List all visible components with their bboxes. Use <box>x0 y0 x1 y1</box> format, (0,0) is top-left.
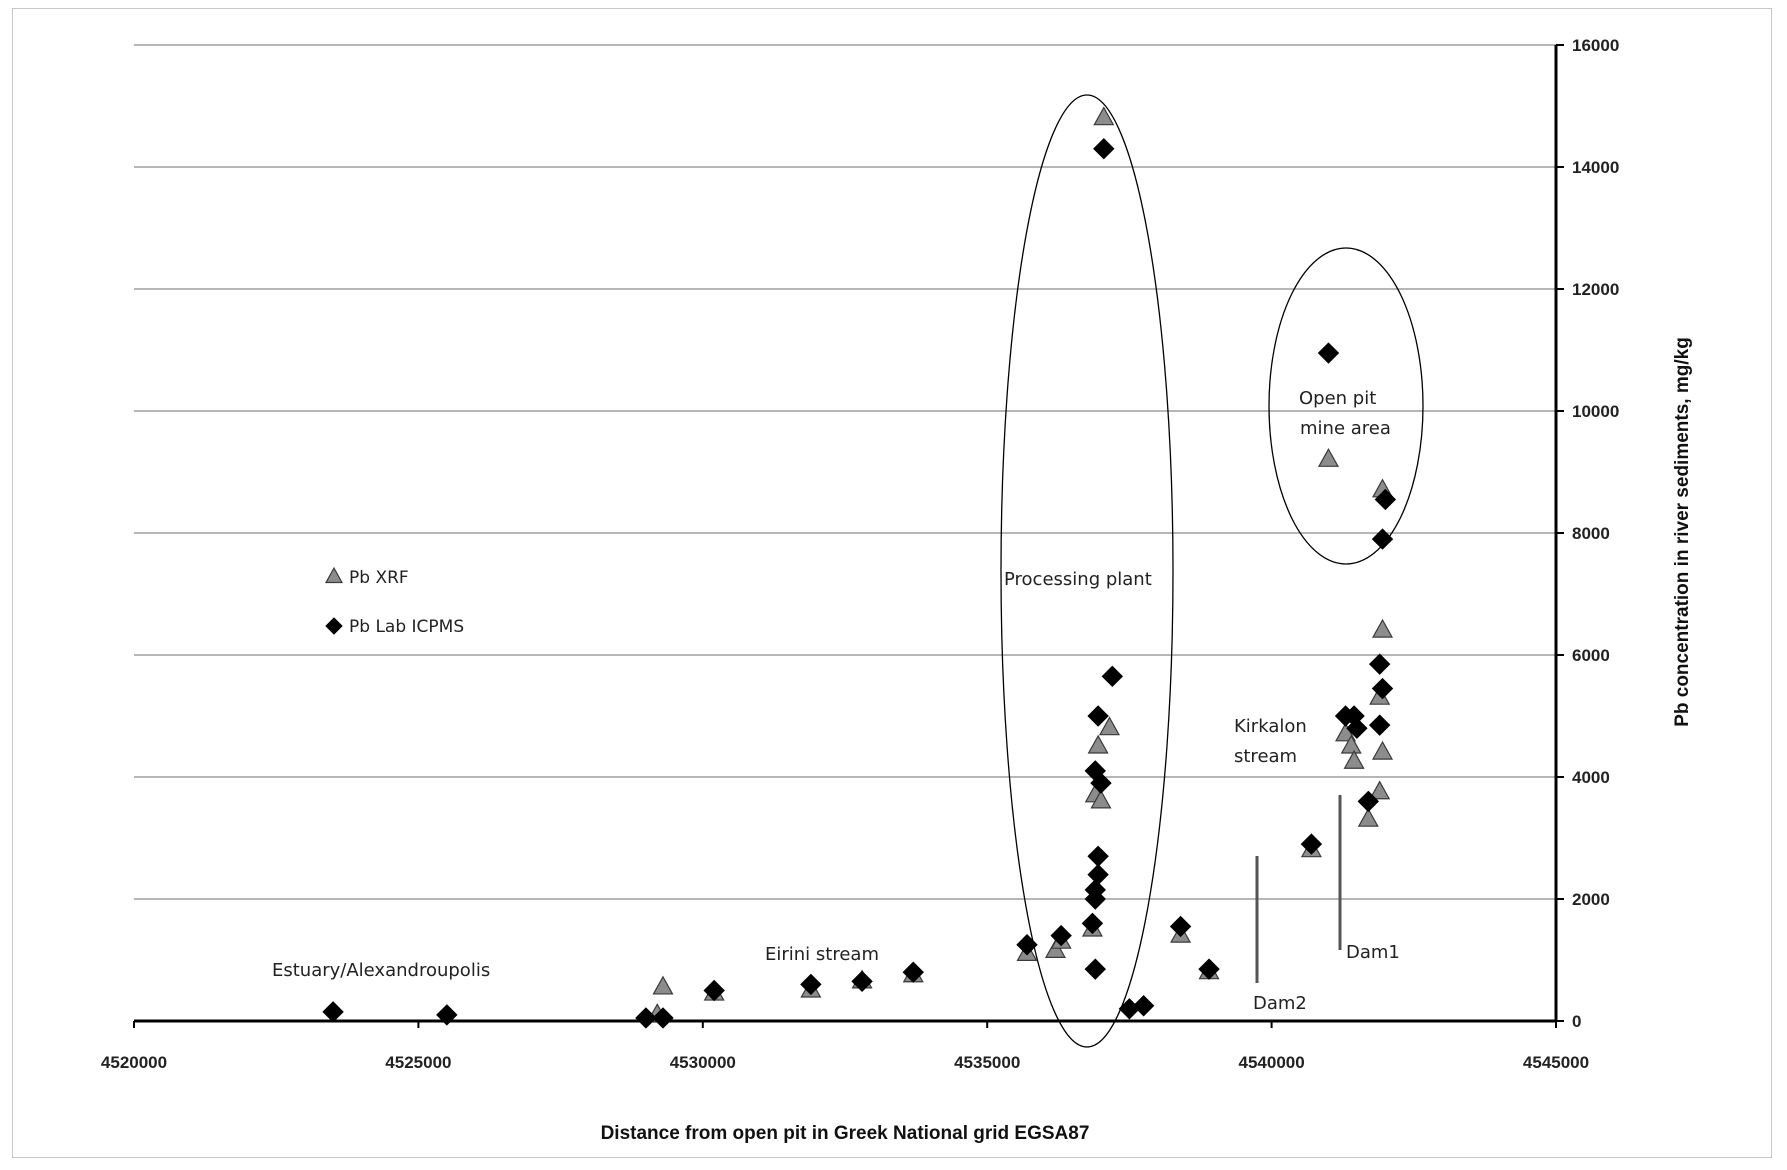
xrf-point <box>1357 807 1379 827</box>
icpms-point <box>1132 995 1155 1017</box>
annotation-open-pit: Open pit <box>1299 388 1376 409</box>
x-tick-label: 4525000 <box>385 1053 451 1072</box>
x-axis-title: Distance from open pit in Greek National… <box>601 1123 1090 1144</box>
xrf-point <box>1087 734 1109 754</box>
axes: 0 2000 4000 6000 8000 10000 12000 14000 16000 452… <box>101 36 1693 1144</box>
xrf-point <box>1369 780 1391 800</box>
icpms-point <box>1300 833 1323 855</box>
icpms-point <box>1368 653 1391 675</box>
annotation-kirkalon: Kirkalon <box>1234 716 1307 737</box>
y-tick-label: 12000 <box>1572 280 1619 299</box>
annotation-processing-plant: Processing plant <box>1004 569 1152 590</box>
xrf-point <box>1098 716 1121 736</box>
gridlines <box>134 44 1556 900</box>
x-tick-label: 4545000 <box>1523 1053 1589 1072</box>
icpms-point <box>1169 915 1192 938</box>
icpms-point <box>902 961 924 983</box>
x-tick-label: 4540000 <box>1239 1053 1305 1072</box>
xrf-point <box>1371 618 1394 638</box>
data-points <box>322 106 1397 1029</box>
icpms-point <box>1317 342 1340 364</box>
x-tick-label: 4530000 <box>670 1053 736 1072</box>
annotation-dam2: Dam2 <box>1253 993 1307 1014</box>
icpms-point <box>1090 772 1112 794</box>
icpms-point <box>1368 714 1391 736</box>
y-tick-label: 4000 <box>1572 768 1610 787</box>
xrf-point <box>1340 734 1362 754</box>
icpms-point <box>652 1007 674 1029</box>
icpms-point <box>1371 677 1394 700</box>
xrf-point <box>1093 106 1115 126</box>
legend-label: Pb Lab ICPMS <box>349 617 464 637</box>
icpms-point <box>1093 137 1115 160</box>
y-tick-label: 10000 <box>1572 402 1619 421</box>
y-tick-label: 16000 <box>1572 36 1619 55</box>
open-pit-ellipse <box>1268 247 1424 565</box>
annotation-dam1: Dam1 <box>1346 942 1400 963</box>
icpms-point <box>436 1004 458 1026</box>
icpms-point <box>1371 528 1394 550</box>
xrf-point <box>1090 789 1112 809</box>
legend-marker-xrf <box>324 566 344 584</box>
icpms-point <box>703 979 725 1002</box>
icpms-point <box>1087 845 1109 868</box>
y-tick-label: 6000 <box>1572 646 1610 665</box>
xrf-point <box>1371 740 1394 760</box>
icpms-point <box>1374 488 1397 511</box>
icpms-point <box>1081 912 1104 935</box>
icpms-point <box>851 970 873 993</box>
icpms-point <box>1346 717 1368 739</box>
xrf-point <box>652 975 674 995</box>
icpms-point <box>1357 790 1380 813</box>
legend-label: Pb XRF <box>349 568 409 588</box>
x-tick-label: 4520000 <box>101 1053 167 1072</box>
y-axis-title: Pb concentration in river sediments, mg/… <box>1672 337 1693 727</box>
icpms-point <box>322 1001 344 1023</box>
icpms-point <box>1084 958 1106 980</box>
legend: Pb XRF Pb Lab ICPMS <box>324 566 464 637</box>
y-tick-label: 2000 <box>1572 890 1610 909</box>
xrf-point <box>1317 447 1339 467</box>
icpms-point <box>1087 863 1109 886</box>
annotation-eirini-stream: Eirini stream <box>765 944 879 965</box>
annotation-stream: stream <box>1234 746 1297 767</box>
icpms-point <box>1050 924 1072 947</box>
icpms-point <box>1084 879 1106 901</box>
icpms-point <box>1101 665 1124 688</box>
y-tick-label: 14000 <box>1572 158 1619 177</box>
annotation-estuary: Estuary/Alexandroupolis <box>272 960 490 981</box>
chart-frame <box>12 8 1772 1158</box>
y-tick-label: 8000 <box>1572 524 1610 543</box>
xrf-point <box>1343 749 1365 769</box>
icpms-point <box>800 973 822 996</box>
annotations: Estuary/Alexandroupolis Eirini stream Proc… <box>272 94 1424 1048</box>
icpms-point <box>1198 958 1220 980</box>
y-tick-label: 0 <box>1572 1012 1581 1031</box>
icpms-point <box>1087 705 1109 727</box>
annotation-mine-area: mine area <box>1300 418 1391 439</box>
legend-marker-icpms <box>325 617 343 635</box>
processing-plant-ellipse <box>1000 94 1174 1048</box>
x-tick-label: 4535000 <box>954 1053 1020 1072</box>
icpms-point <box>635 1007 657 1029</box>
icpms-point <box>1016 934 1038 956</box>
